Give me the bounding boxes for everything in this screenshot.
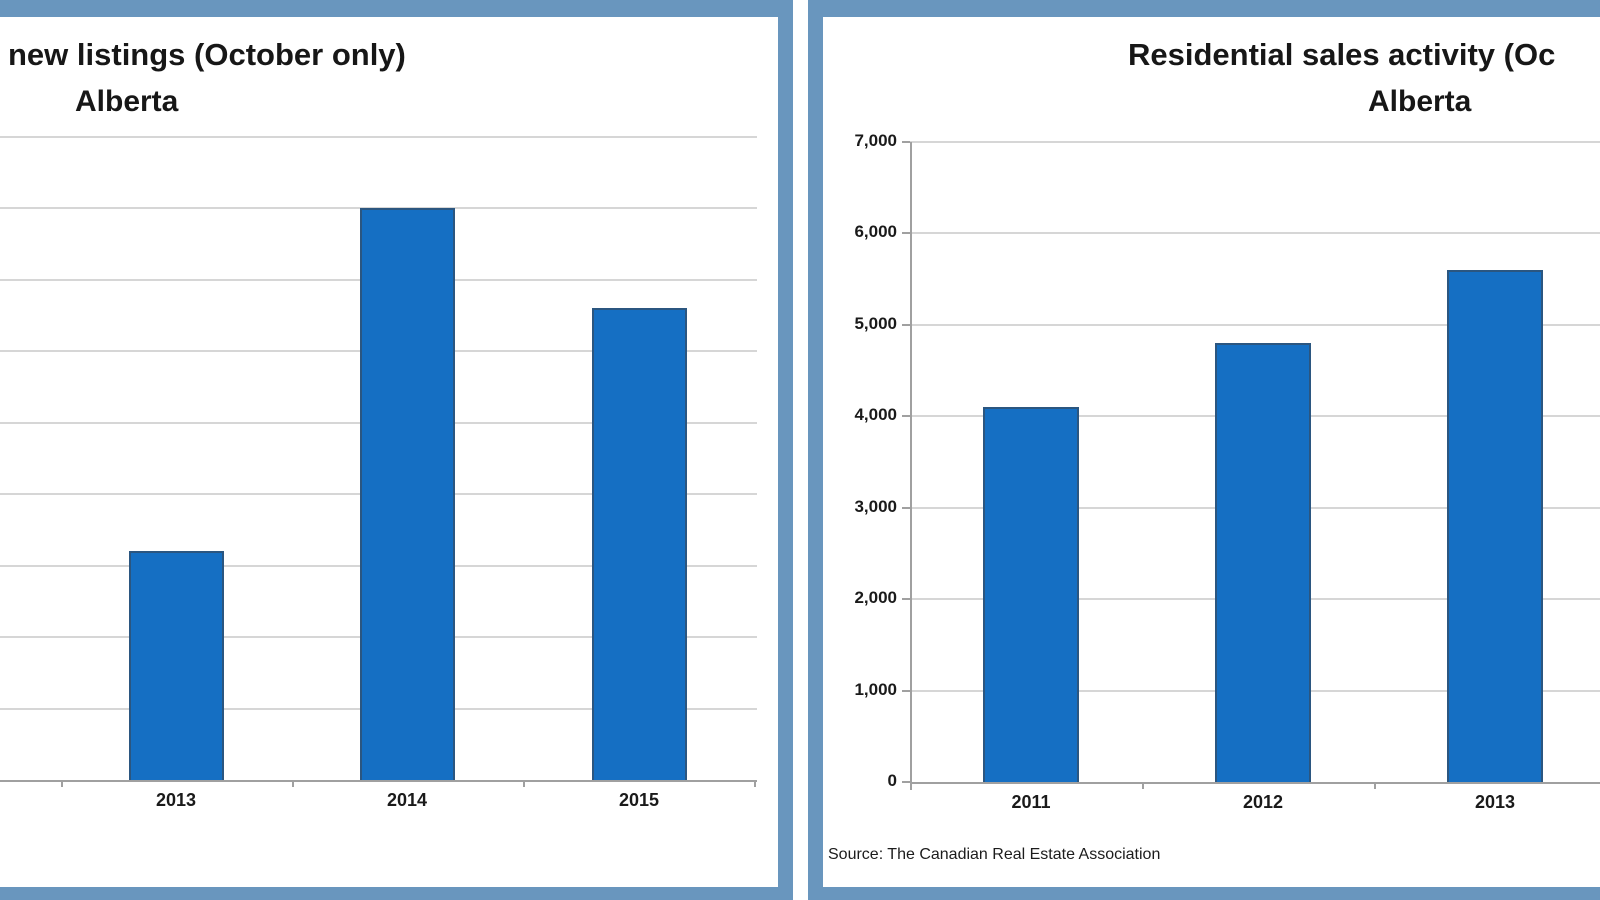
gridline: [910, 323, 1600, 326]
y-tick-label: 7,000: [854, 131, 897, 150]
y-tick-label: 4,000: [854, 405, 897, 425]
x-axis-tick: [754, 780, 756, 787]
bar-2015: [591, 308, 687, 780]
chart-subtitle: Alberta: [1368, 85, 1472, 118]
right-panel-bottom-border: [808, 887, 1600, 900]
y-axis-tick: [902, 232, 910, 235]
bar-2014: [359, 208, 455, 780]
bar-2013: [128, 551, 224, 780]
chart-subtitle: Alberta: [75, 85, 179, 118]
gridline: [0, 136, 757, 138]
gridline: [910, 232, 1600, 235]
bar-2012: [1215, 343, 1311, 782]
left-panel-bottom-border: [0, 887, 793, 900]
bar-2013: [1447, 270, 1543, 782]
x-axis-tick: [523, 780, 525, 787]
x-axis-tick: [292, 780, 294, 787]
chart-title: Residential sales activity (Oc: [1128, 37, 1556, 72]
right-panel-left-border: [808, 0, 823, 900]
x-axis-tick: [1374, 782, 1376, 789]
gridline: [910, 141, 1600, 143]
y-axis-tick: [902, 415, 910, 418]
y-axis-tick: [902, 781, 910, 783]
chart-title: new listings (October only): [8, 37, 406, 72]
x-tick-label: 2013: [155, 790, 197, 810]
y-tick-label: 6,000: [854, 222, 897, 242]
y-tick-label: 1,000: [854, 679, 897, 699]
y-axis-tick: [902, 506, 910, 509]
y-tick-label: 3,000: [854, 496, 897, 516]
x-tick-label: 2013: [1474, 792, 1516, 812]
x-axis-line: [910, 782, 1600, 784]
y-axis-line: [910, 142, 912, 790]
right-panel-top-border: [808, 0, 1600, 17]
y-tick-label: 2,000: [854, 588, 897, 608]
x-axis-tick: [61, 780, 63, 787]
y-tick-label: 0: [887, 771, 897, 790]
left-panel-top-border: [0, 0, 793, 17]
y-axis-tick: [902, 689, 910, 692]
x-tick-label: 2014: [386, 790, 428, 810]
left-panel-right-border: [778, 0, 793, 900]
bar-2011: [983, 407, 1079, 782]
x-tick-label: 2012: [1242, 792, 1284, 812]
x-tick-label: 2011: [1011, 792, 1051, 812]
x-axis-tick: [1142, 782, 1144, 789]
source-note: Source: The Canadian Real Estate Associa…: [828, 846, 1161, 863]
plot-area: [0, 136, 757, 780]
y-axis-tick: [902, 323, 910, 326]
y-axis-tick: [902, 598, 910, 601]
y-tick-label: 5,000: [854, 313, 897, 333]
plot-area: [910, 141, 1600, 782]
x-axis-line: [0, 780, 757, 782]
x-tick-label: 2015: [618, 790, 660, 810]
y-axis-tick: [902, 141, 910, 143]
